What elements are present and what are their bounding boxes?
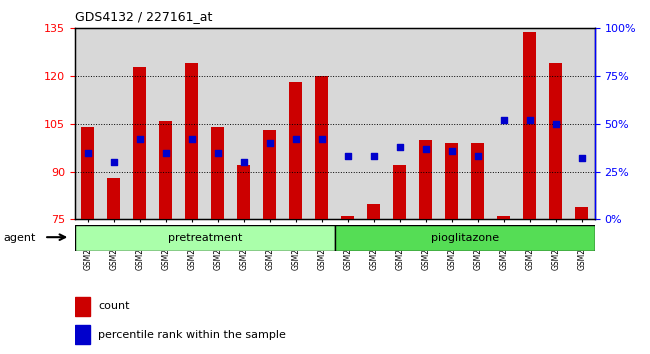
- Point: [83, 150, 93, 155]
- Bar: [107, 178, 120, 219]
- Bar: [575, 207, 588, 219]
- Bar: [569, 28, 595, 219]
- Bar: [497, 216, 510, 219]
- Text: percentile rank within the sample: percentile rank within the sample: [98, 330, 286, 340]
- Text: pioglitazone: pioglitazone: [431, 233, 499, 243]
- Bar: [419, 140, 432, 219]
- Bar: [387, 28, 413, 219]
- Bar: [127, 28, 153, 219]
- Bar: [465, 28, 491, 219]
- Bar: [179, 28, 205, 219]
- Bar: [75, 225, 335, 251]
- Bar: [315, 76, 328, 219]
- Bar: [159, 121, 172, 219]
- Bar: [289, 82, 302, 219]
- Text: pretreatment: pretreatment: [168, 233, 242, 243]
- Bar: [335, 225, 595, 251]
- Bar: [133, 67, 146, 219]
- Point: [499, 117, 509, 123]
- Bar: [309, 28, 335, 219]
- Point: [473, 154, 483, 159]
- Bar: [335, 28, 361, 219]
- Point: [265, 140, 275, 146]
- Bar: [393, 165, 406, 219]
- Bar: [81, 127, 94, 219]
- Point: [551, 121, 561, 127]
- Point: [161, 150, 171, 155]
- Bar: [101, 28, 127, 219]
- Bar: [413, 28, 439, 219]
- Point: [577, 155, 587, 161]
- Bar: [367, 204, 380, 219]
- Bar: [231, 28, 257, 219]
- Point: [447, 148, 457, 154]
- Point: [343, 154, 353, 159]
- Point: [369, 154, 379, 159]
- Bar: [205, 28, 231, 219]
- Point: [239, 159, 249, 165]
- Point: [187, 136, 197, 142]
- Bar: [523, 32, 536, 219]
- Point: [421, 146, 431, 152]
- Bar: [341, 216, 354, 219]
- Text: GDS4132 / 227161_at: GDS4132 / 227161_at: [75, 10, 212, 23]
- Bar: [75, 325, 90, 344]
- Bar: [445, 143, 458, 219]
- Bar: [549, 63, 562, 219]
- Bar: [517, 28, 543, 219]
- Bar: [75, 28, 101, 219]
- Bar: [543, 28, 569, 219]
- Bar: [283, 28, 309, 219]
- Bar: [361, 28, 387, 219]
- Bar: [257, 28, 283, 219]
- Text: agent: agent: [3, 233, 36, 243]
- Bar: [471, 143, 484, 219]
- Text: count: count: [98, 301, 129, 311]
- Point: [135, 136, 145, 142]
- Point: [109, 159, 119, 165]
- Bar: [439, 28, 465, 219]
- Point: [291, 136, 301, 142]
- Point: [525, 117, 535, 123]
- Bar: [75, 297, 90, 316]
- Point: [395, 144, 405, 150]
- Point: [213, 150, 223, 155]
- Bar: [237, 165, 250, 219]
- Bar: [185, 63, 198, 219]
- Bar: [211, 127, 224, 219]
- Point: [317, 136, 327, 142]
- Bar: [263, 130, 276, 219]
- Bar: [153, 28, 179, 219]
- Bar: [491, 28, 517, 219]
